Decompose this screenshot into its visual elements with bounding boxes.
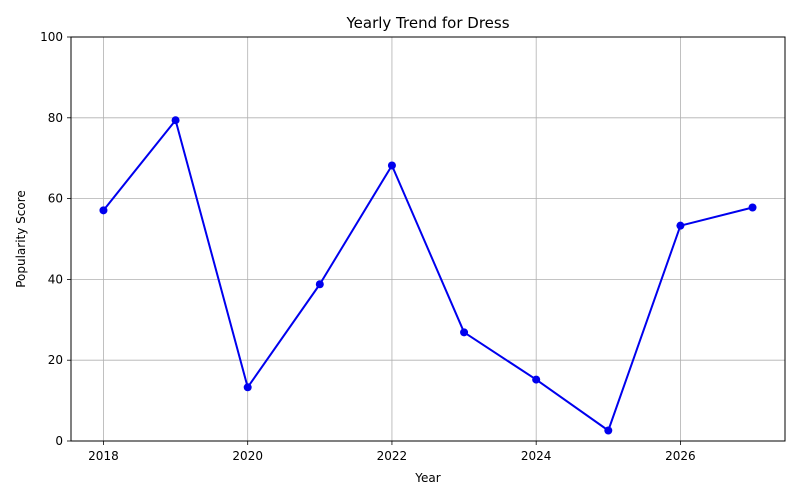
- data-point: [171, 116, 180, 125]
- plot-frame: [70, 36, 786, 442]
- y-tick-label: 40: [48, 272, 63, 286]
- y-tick-label: 100: [40, 30, 63, 44]
- x-tick-label: 2020: [232, 449, 263, 463]
- data-point: [676, 221, 685, 230]
- y-tick-label: 0: [55, 434, 63, 448]
- data-point: [99, 206, 108, 215]
- series-layer: [99, 116, 757, 435]
- data-point: [315, 280, 324, 289]
- y-tick-label: 80: [48, 111, 63, 125]
- y-tick-label: 60: [48, 192, 63, 206]
- x-tick-label: 2024: [521, 449, 552, 463]
- data-point: [387, 161, 396, 170]
- data-point: [243, 383, 252, 392]
- y-tick-label: 20: [48, 353, 63, 367]
- x-tick-label: 2022: [377, 449, 408, 463]
- x-tick-label: 2026: [665, 449, 696, 463]
- data-point: [460, 328, 469, 337]
- axis-ticks: 2018 2020 2022 2024 2026 0 20 40 60 80 100: [40, 30, 696, 463]
- data-point: [532, 375, 541, 384]
- data-point: [748, 203, 757, 212]
- x-tick-label: 2018: [88, 449, 119, 463]
- chart-title: Yearly Trend for Dress: [345, 14, 509, 32]
- grid-lines: [71, 36, 785, 442]
- series-line: [102, 119, 753, 432]
- y-axis-label: Popularity Score: [14, 190, 28, 288]
- data-point: [604, 426, 613, 435]
- x-axis-label: Year: [414, 471, 440, 485]
